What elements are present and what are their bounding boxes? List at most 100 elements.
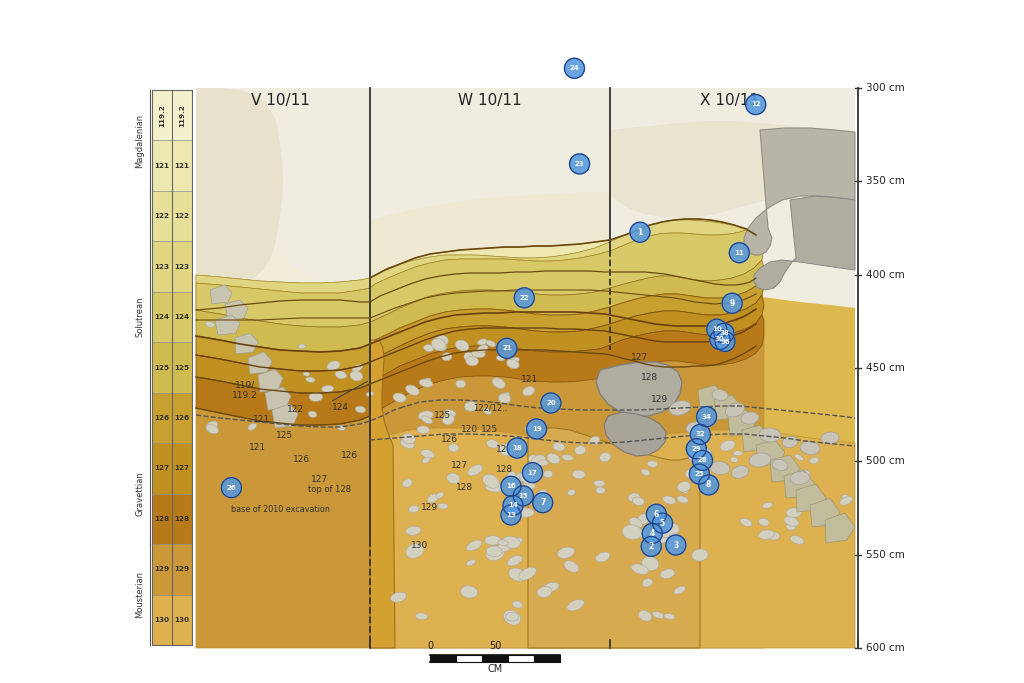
Ellipse shape — [800, 441, 820, 455]
Text: 12: 12 — [751, 102, 761, 107]
Text: 121: 121 — [250, 443, 266, 453]
Ellipse shape — [499, 393, 511, 403]
Circle shape — [513, 486, 534, 506]
Polygon shape — [610, 121, 855, 218]
Ellipse shape — [642, 557, 658, 570]
Circle shape — [541, 393, 561, 413]
Ellipse shape — [419, 379, 433, 387]
Polygon shape — [370, 192, 610, 278]
Ellipse shape — [686, 422, 703, 434]
Ellipse shape — [544, 471, 553, 477]
Text: 122: 122 — [155, 213, 170, 219]
Ellipse shape — [518, 508, 535, 517]
Text: 11: 11 — [734, 250, 744, 255]
Ellipse shape — [461, 586, 478, 598]
Ellipse shape — [421, 449, 434, 458]
Ellipse shape — [553, 443, 565, 451]
Ellipse shape — [512, 601, 523, 608]
Polygon shape — [196, 260, 764, 352]
Ellipse shape — [499, 444, 513, 456]
Ellipse shape — [574, 446, 586, 455]
Ellipse shape — [444, 410, 456, 417]
Ellipse shape — [438, 344, 446, 351]
Ellipse shape — [786, 524, 796, 530]
Text: 350 cm: 350 cm — [866, 176, 905, 186]
Circle shape — [690, 424, 711, 445]
Polygon shape — [698, 385, 724, 410]
Text: 128: 128 — [497, 466, 514, 475]
Polygon shape — [152, 241, 172, 292]
Ellipse shape — [507, 359, 519, 369]
Polygon shape — [370, 219, 764, 302]
Text: 5: 5 — [659, 518, 666, 528]
Polygon shape — [196, 280, 370, 380]
Ellipse shape — [456, 380, 466, 388]
Text: 123: 123 — [155, 264, 170, 270]
Ellipse shape — [366, 391, 374, 396]
Ellipse shape — [515, 472, 527, 482]
Ellipse shape — [422, 416, 432, 423]
Circle shape — [745, 94, 766, 115]
Text: X 10/11: X 10/11 — [700, 92, 760, 107]
Polygon shape — [604, 412, 666, 456]
Polygon shape — [172, 141, 193, 191]
Text: 20: 20 — [546, 400, 556, 406]
Text: 24: 24 — [569, 66, 580, 71]
Ellipse shape — [424, 344, 434, 352]
Ellipse shape — [422, 457, 430, 463]
Polygon shape — [196, 295, 764, 393]
Text: 122: 122 — [287, 406, 303, 415]
Polygon shape — [196, 220, 748, 293]
Text: Gravettian: Gravettian — [135, 471, 144, 516]
Text: 127: 127 — [452, 460, 469, 469]
Circle shape — [507, 438, 527, 458]
Polygon shape — [825, 513, 855, 543]
Ellipse shape — [435, 492, 443, 499]
Circle shape — [642, 523, 663, 544]
Text: 30: 30 — [715, 337, 725, 342]
Text: 21: 21 — [502, 346, 512, 351]
Polygon shape — [225, 300, 248, 320]
Polygon shape — [196, 229, 764, 327]
Ellipse shape — [547, 454, 560, 464]
Ellipse shape — [468, 464, 482, 476]
Circle shape — [514, 288, 535, 308]
Circle shape — [503, 495, 523, 516]
Polygon shape — [196, 315, 764, 425]
Text: 126: 126 — [155, 415, 170, 421]
Bar — [430, 655, 456, 662]
Ellipse shape — [725, 403, 744, 417]
Ellipse shape — [664, 613, 675, 619]
Text: Solutrean: Solutrean — [135, 297, 144, 337]
Ellipse shape — [486, 440, 499, 448]
Ellipse shape — [692, 549, 709, 561]
Text: 128: 128 — [174, 516, 189, 522]
Ellipse shape — [248, 423, 257, 430]
Bar — [534, 655, 560, 662]
Ellipse shape — [441, 353, 452, 361]
Text: Magdalenian: Magdalenian — [135, 113, 144, 167]
Ellipse shape — [784, 516, 799, 526]
Polygon shape — [172, 191, 193, 241]
Ellipse shape — [271, 388, 285, 395]
Ellipse shape — [493, 378, 505, 389]
Ellipse shape — [782, 436, 798, 447]
Circle shape — [221, 477, 242, 498]
Polygon shape — [234, 333, 258, 354]
Text: W 10/11: W 10/11 — [458, 92, 522, 107]
Text: 119.2: 119.2 — [179, 104, 185, 126]
Ellipse shape — [401, 434, 416, 444]
Ellipse shape — [206, 322, 215, 327]
Ellipse shape — [538, 587, 552, 598]
Ellipse shape — [531, 455, 546, 465]
Text: 34: 34 — [701, 414, 712, 419]
Text: 122: 122 — [174, 213, 189, 219]
Circle shape — [652, 513, 673, 533]
Ellipse shape — [677, 496, 688, 503]
Bar — [456, 655, 482, 662]
Polygon shape — [742, 425, 770, 452]
Ellipse shape — [486, 340, 496, 347]
Ellipse shape — [504, 610, 521, 625]
Text: 124: 124 — [332, 404, 348, 413]
Text: 125: 125 — [434, 410, 452, 419]
